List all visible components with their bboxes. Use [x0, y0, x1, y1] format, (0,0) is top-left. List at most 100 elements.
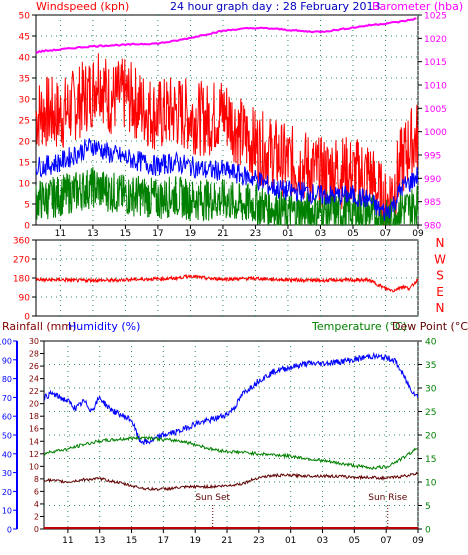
windspeed-tick-label: 15 [19, 159, 30, 169]
barometer-tick-label: 1010 [424, 82, 447, 92]
x-tick-label: 11 [62, 536, 73, 546]
x-tick-label: 07 [380, 536, 391, 546]
windspeed-tick-label: 50 [19, 12, 31, 22]
direction-tick-label: 270 [13, 256, 30, 266]
direction-ticks: 0 90 180 270 360 [13, 237, 36, 323]
x-tick-label: 13 [94, 536, 105, 546]
barometer-tick-label: 1020 [424, 35, 447, 45]
humidity-tick-label: 0 [7, 526, 12, 535]
wind-series [35, 17, 419, 227]
x-tick-label: 11 [55, 229, 66, 239]
direction-tick-label: 360 [13, 237, 30, 247]
rainfall-tick-label: 18 [29, 412, 39, 421]
temperature-tick-label: 10 [425, 479, 437, 489]
windspeed-tick-label: 25 [19, 117, 30, 127]
humidity-series-line [43, 351, 419, 446]
humidity-axis-label: Humidity (%) [68, 320, 140, 333]
temperature-series-line [43, 434, 418, 470]
rainfall-tick-label: 10 [29, 462, 39, 471]
compass-label: N [436, 301, 445, 315]
rainfall-tick-label: 2 [34, 512, 39, 521]
compass-label: W [434, 252, 446, 266]
x-tick-label: 23 [253, 536, 264, 546]
temperature-tick-label: 25 [425, 408, 436, 418]
x-tick-label: 09 [412, 536, 424, 546]
x-tick-label: 15 [120, 229, 131, 239]
barometer-tick-label: 980 [424, 222, 441, 232]
temperature-tick-label: 30 [425, 385, 437, 395]
barometer-series-line [35, 17, 417, 54]
x-tick-label: 21 [217, 229, 228, 239]
rainfall-axis-label: Rainfall (mm) [2, 320, 76, 333]
humidity-tick-label: 10 [2, 507, 12, 516]
windspeed-tick-label: 0 [24, 222, 30, 232]
barometer-tick-label: 1005 [424, 105, 447, 115]
humidity-tick-label: 100 [0, 338, 12, 347]
chart-title: 24 hour graph day : 28 February 2013 [170, 0, 381, 13]
rainfall-tick-label: 20 [29, 400, 39, 409]
x-tick-label: 07 [380, 229, 391, 239]
windspeed-tick-label: 30 [19, 96, 31, 106]
x-tick-label: 01 [282, 229, 293, 239]
rainfall-tick-label: 4 [34, 500, 39, 509]
temperature-ticks: 0 5 10 15 20 25 30 35 40 [418, 338, 437, 536]
x-tick-label: 19 [189, 536, 201, 546]
dewpoint-axis-label: Dew Point (°C) [392, 320, 468, 333]
windspeed-series-line [35, 166, 419, 227]
x-tick-label: 05 [347, 229, 358, 239]
rainfall-tick-label: 14 [29, 437, 39, 446]
barometer-tick-label: 985 [424, 198, 441, 208]
barometer-tick-label: 995 [424, 152, 441, 162]
x-tick-label: 03 [317, 536, 328, 546]
x-tick-label: 13 [87, 229, 98, 239]
rainfall-tick-label: 0 [34, 525, 39, 534]
temperature-tick-label: 40 [425, 338, 437, 348]
temperature-axis-label: Temperature (°C) [311, 320, 407, 333]
direction-tick-label: 90 [19, 294, 31, 304]
x-tick-label: 19 [185, 229, 197, 239]
compass-label: S [436, 269, 444, 283]
temperature-tick-label: 5 [425, 502, 431, 512]
direction-series [35, 273, 419, 293]
barometer-tick-label: 990 [424, 175, 441, 185]
rainfall-tick-label: 8 [34, 475, 39, 484]
x-tick-label: 03 [315, 229, 326, 239]
sun-marker-label: Sun Set [195, 493, 230, 503]
windspeed-tick-label: 10 [19, 180, 31, 190]
average-wind-series-line [35, 138, 419, 221]
humidity-tick-label: 60 [2, 413, 12, 422]
dewpoint-series-line [43, 471, 418, 492]
compass-label: E [436, 285, 444, 299]
humidity-tick-label: 20 [2, 488, 12, 497]
rainfall-tick-label: 26 [29, 362, 39, 371]
barometer-tick-label: 1025 [424, 12, 447, 22]
direction-tick-label: 0 [24, 313, 30, 323]
barometer-tick-label: 1015 [424, 58, 447, 68]
x-tick-label: 17 [152, 229, 163, 239]
x-tick-label: 15 [126, 536, 137, 546]
humidity-tick-label: 80 [2, 375, 12, 384]
x-tick-label: 23 [250, 229, 261, 239]
compass-label: N [436, 236, 445, 250]
direction-tick-label: 180 [13, 275, 30, 285]
humidity-tick-label: 30 [2, 469, 12, 478]
rainfall-tick-label: 24 [29, 375, 39, 384]
barometer-axis-label: Barometer (hba) [372, 0, 463, 13]
climate-x-ticks: 11 13 15 17 19 21 23 01 03 05 07 09 [62, 529, 424, 546]
rainfall-tick-label: 12 [29, 450, 39, 459]
climate-series [43, 351, 419, 529]
direction-series-line [35, 273, 419, 293]
rainfall-tick-label: 16 [29, 425, 39, 434]
humidity-tick-label: 70 [2, 394, 12, 403]
x-tick-label: 21 [221, 536, 232, 546]
sun-annotations: Sun Set Sun Rise [195, 493, 408, 529]
rainfall-tick-label: 22 [29, 387, 39, 396]
rainfall-tick-label: 28 [29, 350, 39, 359]
x-tick-label: 05 [349, 536, 360, 546]
windspeed-tick-label: 5 [24, 201, 30, 211]
sun-marker-label: Sun Rise [368, 493, 407, 503]
temperature-tick-label: 0 [425, 526, 431, 536]
